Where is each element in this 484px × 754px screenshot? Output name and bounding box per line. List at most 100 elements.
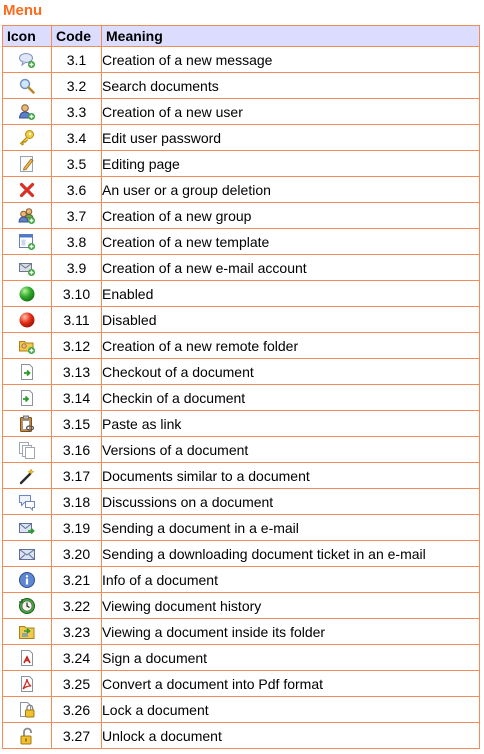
meaning-cell: Checkout of a document [101, 358, 480, 385]
meaning-cell: Sending a document in a e-mail [101, 514, 480, 541]
code-cell: 3.24 [51, 644, 102, 671]
new-message-icon [18, 51, 36, 69]
menu-table: Icon Code Meaning 3.1 Creation of a new m… [2, 25, 480, 749]
code-cell: 3.15 [51, 410, 102, 437]
icon-cell [2, 540, 52, 567]
table-row: 3.24 Sign a document [2, 644, 480, 671]
new-remote-folder-icon [18, 337, 36, 355]
meaning-cell: Search documents [101, 72, 480, 99]
folder-view-icon [18, 623, 36, 641]
table-row: 3.9 Creation of a new e-mail account [2, 254, 480, 281]
code-cell: 3.23 [51, 618, 102, 645]
icon-cell [2, 358, 52, 385]
code-cell: 3.11 [51, 306, 102, 333]
icon-cell [2, 410, 52, 437]
table-row: 3.20 Sending a downloading document ticke… [2, 540, 480, 567]
table-row: 3.14 Checkin of a document [2, 384, 480, 411]
meaning-cell: Info of a document [101, 566, 480, 593]
edit-page-icon [18, 155, 36, 173]
icon-cell [2, 488, 52, 515]
table-row: 3.2 Search documents [2, 72, 480, 99]
icon-cell [2, 618, 52, 645]
send-email-icon [18, 519, 36, 537]
column-header-meaning: Meaning [101, 25, 480, 47]
meaning-cell: Discussions on a document [101, 488, 480, 515]
meaning-cell: Edit user password [101, 124, 480, 151]
icon-cell [2, 696, 52, 723]
table-row: 3.12 Creation of a new remote folder [2, 332, 480, 359]
icon-cell [2, 176, 52, 203]
checkin-icon [18, 389, 36, 407]
meaning-cell: Disabled [101, 306, 480, 333]
code-cell: 3.2 [51, 72, 102, 99]
code-cell: 3.6 [51, 176, 102, 203]
table-row: 3.3 Creation of a new user [2, 98, 480, 125]
meaning-cell: An user or a group deletion [101, 176, 480, 203]
meaning-cell: Documents similar to a document [101, 462, 480, 489]
code-cell: 3.19 [51, 514, 102, 541]
table-row: 3.8 Creation of a new template [2, 228, 480, 255]
table-row: 3.27 Unlock a document [2, 722, 480, 749]
meaning-cell: Viewing document history [101, 592, 480, 619]
search-icon [18, 77, 36, 95]
key-icon [18, 129, 36, 147]
meaning-cell: Creation of a new e-mail account [101, 254, 480, 281]
table-row: 3.23 Viewing a document inside its folder [2, 618, 480, 645]
table-row: 3.17 Documents similar to a document [2, 462, 480, 489]
meaning-cell: Paste as link [101, 410, 480, 437]
meaning-cell: Sign a document [101, 644, 480, 671]
icon-cell [2, 280, 52, 307]
code-cell: 3.25 [51, 670, 102, 697]
icon-cell [2, 670, 52, 697]
icon-cell [2, 46, 52, 73]
icon-cell [2, 592, 52, 619]
table-row: 3.19 Sending a document in a e-mail [2, 514, 480, 541]
icon-cell [2, 254, 52, 281]
code-cell: 3.8 [51, 228, 102, 255]
checkout-icon [18, 363, 36, 381]
info-icon [18, 571, 36, 589]
meaning-cell: Versions of a document [101, 436, 480, 463]
code-cell: 3.9 [51, 254, 102, 281]
add-group-icon [18, 207, 36, 225]
icon-cell [2, 98, 52, 125]
column-header-code: Code [51, 25, 102, 47]
code-cell: 3.21 [51, 566, 102, 593]
table-row: 3.11 Disabled [2, 306, 480, 333]
sign-icon [18, 649, 36, 667]
code-cell: 3.16 [51, 436, 102, 463]
red-dot-icon [18, 311, 36, 329]
icon-cell [2, 150, 52, 177]
icon-cell [2, 722, 52, 749]
column-header-icon: Icon [2, 25, 52, 47]
pdf-icon [18, 675, 36, 693]
icon-cell [2, 384, 52, 411]
meaning-cell: Viewing a document inside its folder [101, 618, 480, 645]
meaning-cell: Creation of a new message [101, 46, 480, 73]
table-row: 3.6 An user or a group deletion [2, 176, 480, 203]
code-cell: 3.5 [51, 150, 102, 177]
new-email-account-icon [18, 259, 36, 277]
meaning-cell: Sending a downloading document ticket in… [101, 540, 480, 567]
discussion-icon [18, 493, 36, 511]
icon-cell [2, 566, 52, 593]
meaning-cell: Convert a document into Pdf format [101, 670, 480, 697]
meaning-cell: Creation of a new template [101, 228, 480, 255]
page-title: Menu [3, 2, 43, 19]
code-cell: 3.27 [51, 722, 102, 749]
table-row: 3.13 Checkout of a document [2, 358, 480, 385]
meaning-cell: Creation of a new group [101, 202, 480, 229]
email-ticket-icon [18, 545, 36, 563]
icon-cell [2, 306, 52, 333]
table-header-row: Icon Code Meaning [2, 25, 480, 47]
table-row: 3.7 Creation of a new group [2, 202, 480, 229]
magic-wand-icon [18, 467, 36, 485]
icon-cell [2, 72, 52, 99]
history-icon [18, 597, 36, 615]
delete-icon [18, 181, 36, 199]
table-row: 3.1 Creation of a new message [2, 46, 480, 73]
code-cell: 3.13 [51, 358, 102, 385]
icon-cell [2, 514, 52, 541]
table-row: 3.5 Editing page [2, 150, 480, 177]
